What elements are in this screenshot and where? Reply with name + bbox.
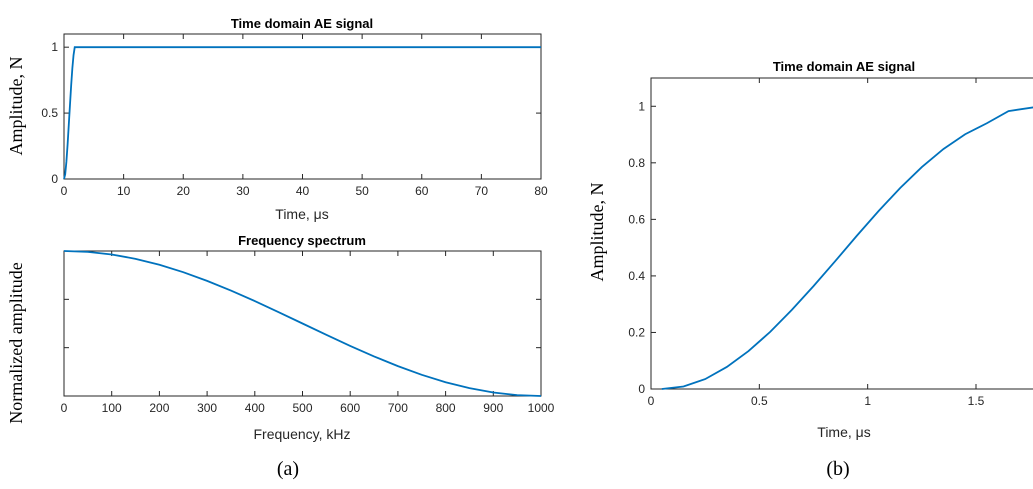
- series-line: [661, 106, 1033, 390]
- x-tick-label: 70: [475, 184, 489, 198]
- chart-title: Time domain AE signal: [773, 59, 915, 74]
- series: [63, 250, 542, 397]
- caption-b: (b): [826, 458, 849, 480]
- x-tick-label: 1: [864, 394, 871, 408]
- x-tick-label: 500: [292, 401, 312, 415]
- x-tick-label: 400: [245, 401, 265, 415]
- plot-area: [63, 33, 542, 180]
- y-axis-label: Amplitude, N: [6, 57, 26, 156]
- x-tick-label: 20: [177, 184, 191, 198]
- series: [661, 106, 1033, 390]
- x-tick-label: 50: [355, 184, 369, 198]
- x-tick-label: 800: [436, 401, 456, 415]
- series: [63, 46, 541, 180]
- y-tick-label: 0.2: [628, 325, 645, 339]
- series-line: [63, 46, 541, 180]
- chart-frequency-spectrum: Frequency spectrum Frequency, kHz Normal…: [6, 233, 555, 442]
- y-axis-label: Amplitude, N: [587, 183, 607, 282]
- y-tick-label: 0.5: [41, 106, 58, 120]
- x-axis-label: Time, μs: [275, 206, 328, 222]
- y-tick-label: 0.6: [628, 212, 645, 226]
- x-tick-label: 900: [483, 401, 503, 415]
- series-line: [63, 250, 542, 397]
- x-tick-label: 60: [415, 184, 429, 198]
- x-axis-label: Time, μs: [817, 424, 870, 440]
- x-tick-label: 300: [197, 401, 217, 415]
- chart-title: Time domain AE signal: [231, 16, 373, 31]
- x-tick-label: 0: [648, 394, 655, 408]
- x-tick-label: 0: [61, 184, 68, 198]
- y-tick-label: 0.4: [628, 269, 645, 283]
- chart-time-domain-b: Time domain AE signal Time, μs Amplitude…: [587, 59, 1033, 440]
- x-tick-label: 600: [340, 401, 360, 415]
- x-tick-label: 10: [117, 184, 131, 198]
- x-tick-label: 30: [236, 184, 250, 198]
- x-ticks: 0 0.5 1 1.5: [648, 78, 985, 408]
- x-tick-label: 80: [534, 184, 548, 198]
- caption-a: (a): [277, 458, 299, 480]
- x-tick-label: 700: [388, 401, 408, 415]
- y-tick-label: 0: [51, 172, 58, 186]
- x-ticks: 0 10 20 30 40 50 60 70 80: [61, 34, 548, 198]
- y-tick-label: 0: [638, 382, 645, 396]
- y-axis-label: Normalized amplitude: [6, 262, 26, 423]
- x-tick-label: 100: [102, 401, 122, 415]
- y-tick-label: 1: [51, 40, 58, 54]
- chart-time-domain-a: Time domain AE signal Time, μs Amplitude…: [6, 16, 548, 222]
- chart-title: Frequency spectrum: [238, 233, 366, 248]
- y-tick-label: 0.8: [628, 156, 645, 170]
- x-tick-label: 1.5: [968, 394, 985, 408]
- y-ticks: 0 0.2 0.4 0.6 0.8 1: [628, 99, 656, 396]
- x-tick-label: 40: [296, 184, 310, 198]
- y-tick-label: 1: [638, 99, 645, 113]
- plot-area: [650, 77, 1033, 390]
- x-ticks: 0 100 200 300 400 500 600 700 800 900 1000: [61, 251, 555, 415]
- x-tick-label: 0.5: [751, 394, 768, 408]
- x-axis-label: Frequency, kHz: [254, 426, 351, 442]
- x-tick-label: 1000: [528, 401, 555, 415]
- x-tick-label: 200: [149, 401, 169, 415]
- x-tick-label: 0: [61, 401, 68, 415]
